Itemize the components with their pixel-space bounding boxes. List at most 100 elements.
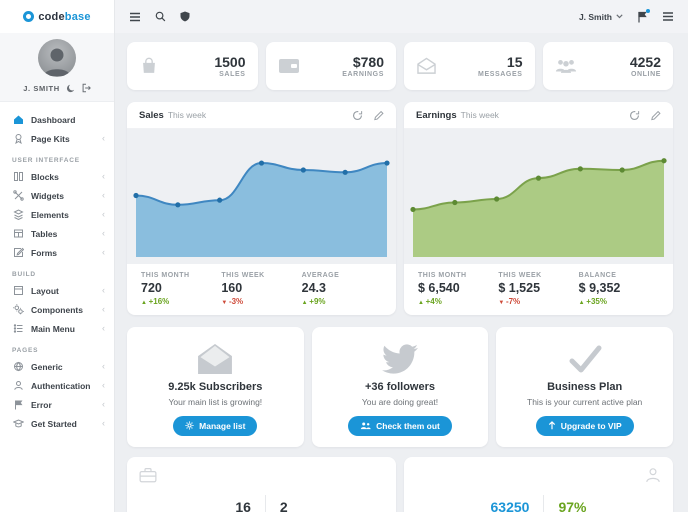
avatar-person-icon [44,48,70,76]
chevron-left-icon: ‹ [102,380,105,390]
sidebar-item-elements[interactable]: Elements ‹ [0,205,114,224]
promo-cards-row: 9.25k Subscribers Your main list is grow… [127,327,673,447]
stat-card-online[interactable]: 4252 ONLINE [542,42,673,90]
dark-mode-moon-icon[interactable] [66,84,75,93]
users-icon [555,58,577,75]
sidebar-item-components[interactable]: Components ‹ [0,300,114,319]
sidebar-item-tables[interactable]: Tables ‹ [0,224,114,243]
logo[interactable]: codebase [0,0,114,33]
menu-tree-icon [12,323,24,334]
bottom-value: 16 [235,499,251,512]
stat-value: $ 9,352 [578,281,621,295]
shield-icon[interactable] [180,11,190,22]
envelope-icon [416,57,437,75]
sidebar-toggle-menu-icon[interactable] [129,12,141,22]
stat-card-earnings[interactable]: $780 EARNINGS [265,42,396,90]
codebase-logo-icon [23,11,35,22]
person-icon [645,467,661,488]
notifications-flag-icon[interactable] [637,8,650,23]
chevron-left-icon: ‹ [102,418,105,428]
bottom-cards-row: 16 2 63250 97% [127,457,673,512]
stat-delta: -3% [221,297,301,306]
sidebar-item-get-started[interactable]: Get Started ‹ [0,414,114,433]
bottom-value: 97% [558,499,587,512]
edit-pencil-icon[interactable] [373,110,384,121]
avatar[interactable] [38,39,76,77]
chevron-left-icon: ‹ [102,209,105,219]
refresh-icon[interactable] [629,110,640,121]
sidebar-item-blocks[interactable]: Blocks ‹ [0,167,114,186]
stat-label: MESSAGES [478,70,523,78]
chevron-left-icon: ‹ [102,323,105,333]
stat-label: ONLINE [630,70,661,78]
bottom-value: 63250 [490,499,530,512]
options-menu-icon[interactable] [662,12,674,21]
twitter-icon [381,341,418,377]
stat-card-messages[interactable]: 15 MESSAGES [404,42,535,90]
earnings-area-chart[interactable] [404,129,673,264]
jobs-summary-card: 16 2 [127,457,396,512]
stat-value: $ 6,540 [418,281,460,295]
badge-icon [12,133,24,144]
stat-delta: +9% [302,297,382,306]
chevron-left-icon: ‹ [102,304,105,314]
sidebar-item-main-menu[interactable]: Main Menu ‹ [0,319,114,338]
stat-label: THIS WEEK [498,272,542,279]
chevron-left-icon: ‹ [102,190,105,200]
sidebar-item-error[interactable]: Error ‹ [0,395,114,414]
stat-label: THIS MONTH [418,272,467,279]
flag-icon [12,399,24,410]
card-title: Earnings This week [416,109,499,121]
divider [543,495,545,512]
sidebar-item-forms[interactable]: Forms ‹ [0,243,114,262]
sidebar-item-authentication[interactable]: Authentication ‹ [0,376,114,395]
refresh-icon[interactable] [352,110,363,121]
promo-subtitle: This is your current active plan [527,396,643,407]
manage-list-button[interactable]: Manage list [173,415,258,436]
sidebar-user-name[interactable]: J. Smith [23,83,60,93]
profile-summary-card: 63250 97% [404,457,673,512]
gear-icon [185,421,194,430]
edit-icon [12,247,24,258]
stack-icon [12,209,24,220]
menu-section-pages: PAGES [12,347,39,354]
chevron-left-icon: ‹ [102,133,105,143]
sidebar: codebase J. Smith Dashboard [0,0,115,512]
stat-delta: +4% [418,297,498,306]
sidebar-item-dashboard[interactable]: Dashboard [0,110,114,129]
layout-icon [12,285,24,296]
sidebar-item-layout[interactable]: Layout ‹ [0,281,114,300]
promo-title: +36 followers [364,380,435,393]
upgrade-to-vip-button[interactable]: Upgrade to VIP [535,415,634,436]
sidebar-item-page-kits[interactable]: Page Kits ‹ [0,129,114,148]
sidebar-user-block: J. Smith [0,33,114,102]
user-menu-button[interactable]: J. Smith [579,12,623,22]
stat-label: AVERAGE [301,272,340,279]
dashboard-content: 1500 SALES $780 EARNINGS [115,33,688,512]
menu-section-user-interface: USER INTERFACE [12,157,80,164]
stat-cards-row: 1500 SALES $780 EARNINGS [127,42,673,90]
stat-value: 15 [506,54,523,71]
logout-icon[interactable] [81,83,91,93]
promo-title: Business Plan [547,380,623,393]
sidebar-item-generic[interactable]: Generic ‹ [0,357,114,376]
chevron-left-icon: ‹ [102,171,105,181]
stat-value: 160 [221,281,243,295]
chevron-left-icon: ‹ [102,228,105,238]
chevron-left-icon: ‹ [102,399,105,409]
users-icon [360,421,371,429]
edit-pencil-icon[interactable] [650,110,661,121]
card-title: Sales This week [139,109,207,121]
sidebar-item-widgets[interactable]: Widgets ‹ [0,186,114,205]
widgets-icon [12,190,24,201]
stat-value: $ 1,525 [498,281,541,295]
home-icon [12,114,24,125]
stat-value: 1500 [214,54,246,71]
bottom-value: 2 [279,499,288,512]
sales-area-chart[interactable] [127,129,396,264]
search-icon[interactable] [155,11,166,22]
stat-card-sales[interactable]: 1500 SALES [127,42,258,90]
check-them-out-button[interactable]: Check them out [348,415,452,436]
